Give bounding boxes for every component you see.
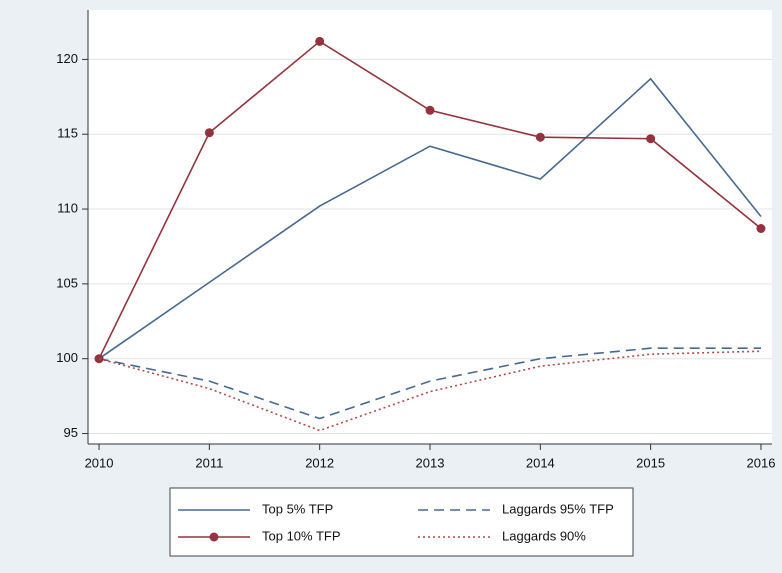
x-tick-label: 2010 xyxy=(85,455,114,470)
point xyxy=(646,134,656,144)
x-tick-label: 2015 xyxy=(636,455,665,470)
y-tick-label: 105 xyxy=(56,275,78,290)
x-tick-label: 2012 xyxy=(305,455,334,470)
x-tick-label: 2011 xyxy=(195,455,223,470)
legend-label: Laggards 95% TFP xyxy=(502,501,614,516)
legend xyxy=(169,487,634,557)
x-tick-label: 2014 xyxy=(526,455,555,470)
x-tick-label: 2013 xyxy=(416,455,445,470)
y-tick-label: 110 xyxy=(57,200,78,215)
legend-label: Top 10% TFP xyxy=(262,528,341,543)
point xyxy=(204,128,214,138)
legend-label: Laggards 90% xyxy=(502,528,586,543)
series-line xyxy=(98,77,762,360)
point xyxy=(535,132,545,142)
point xyxy=(315,36,325,46)
series-line xyxy=(98,347,761,420)
x-tick-label: 2016 xyxy=(747,455,776,470)
y-tick-label: 120 xyxy=(56,51,78,66)
y-tick-label: 100 xyxy=(56,350,78,365)
plot-area xyxy=(88,10,772,444)
point xyxy=(425,105,435,115)
legend-label: Top 5% TFP xyxy=(262,501,333,516)
legend-marker xyxy=(209,532,219,542)
y-tick-label: 115 xyxy=(57,126,78,141)
point xyxy=(756,223,766,233)
y-tick-label: 95 xyxy=(64,425,78,440)
